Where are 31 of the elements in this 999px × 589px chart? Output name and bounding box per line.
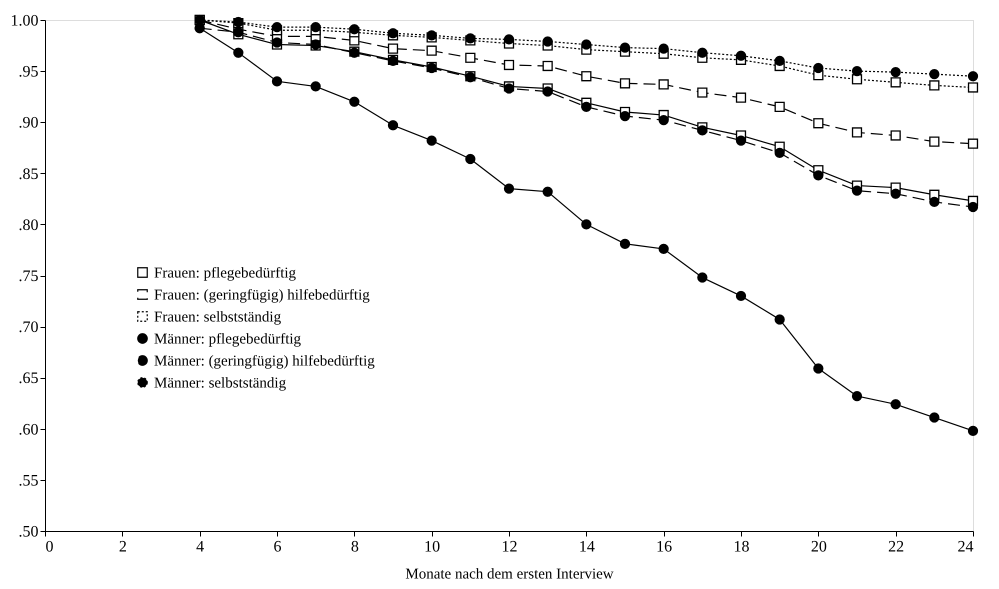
legend-label: Frauen: selbstständig [154, 310, 282, 326]
y-tick-label: .85 [18, 166, 38, 183]
x-tick-label: 6 [274, 538, 282, 556]
x-tick-label: 12 [502, 538, 518, 556]
x-tick-label: 18 [734, 538, 750, 556]
y-tick-label: .75 [18, 268, 38, 285]
x-tick-label: 8 [350, 538, 359, 556]
x-tick-label: 20 [810, 538, 827, 556]
y-tick-label: .70 [18, 319, 38, 336]
y-tick-label: 1.00 [10, 12, 38, 30]
x-tick-label: 2 [118, 538, 127, 556]
x-tick-label: 16 [656, 538, 672, 556]
y-tick-label: .95 [18, 64, 38, 81]
x-tick-label: 0 [46, 538, 54, 556]
x-tick-label: 14 [578, 538, 595, 556]
x-axis-title: Monate nach dem ersten Interview [405, 566, 614, 582]
x-tick-label: 4 [196, 538, 204, 556]
legend-label: Männer: selbstständig [154, 376, 287, 392]
y-tick-label: .80 [18, 216, 38, 234]
x-tick-label: 10 [424, 538, 440, 556]
legend-label: Frauen: (geringfügig) hilfebedürftig [154, 288, 370, 304]
x-tick-label: 24 [958, 538, 974, 556]
legend-label: Männer: (geringfügig) hilfebedürftig [154, 354, 376, 370]
y-tick-label: .65 [18, 370, 38, 388]
y-tick-label: .55 [18, 472, 38, 490]
y-tick-label: .60 [18, 421, 38, 438]
x-tick-label: 22 [888, 538, 904, 556]
y-tick-label: .50 [18, 524, 38, 540]
legend-label: Frauen: pflegebedürftig [154, 266, 297, 282]
y-tick-label: .90 [18, 114, 38, 132]
legend-label: Männer: pflegebedürftig [154, 332, 302, 348]
